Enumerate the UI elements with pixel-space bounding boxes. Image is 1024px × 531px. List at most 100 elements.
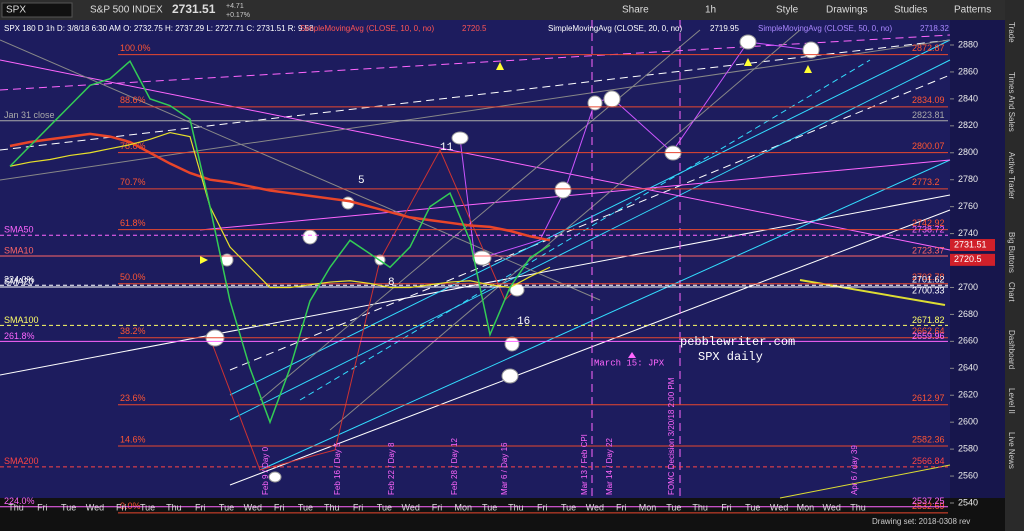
annotation: 11 xyxy=(440,142,454,154)
level-label: SMA20 xyxy=(4,276,34,286)
toolbar-button[interactable]: Style xyxy=(776,5,799,16)
y-tick-label: 2740 xyxy=(958,228,978,238)
level-price: 2738.72 xyxy=(912,225,945,235)
date-marker: Apr 6 / day 39 xyxy=(850,445,859,495)
study-label: SimpleMovingAvg (CLOSE, 10, 0, no) xyxy=(300,24,434,33)
fib-pct: 78.6% xyxy=(120,141,146,151)
price-tag xyxy=(950,239,995,252)
sidebar-tab[interactable]: Chart xyxy=(1007,282,1016,302)
x-tick-label: Fri xyxy=(432,502,443,512)
fib-price: 2612.97 xyxy=(912,393,945,403)
y-tick-label: 2860 xyxy=(958,66,978,76)
date-marker: FOMC Decision 3/20/18 2:00 PM xyxy=(667,377,676,495)
fib-pct: 100.0% xyxy=(120,43,151,53)
price-tag-label: 2731.51 xyxy=(954,239,987,249)
y-tick-label: 2640 xyxy=(958,363,978,373)
level-price: 2723.37 xyxy=(912,245,945,255)
sidebar-tab[interactable]: Trade xyxy=(1007,22,1016,43)
price-line xyxy=(9,59,551,425)
time-axis xyxy=(0,498,1005,531)
fib-pct: 14.6% xyxy=(120,434,146,444)
annotation: March 15: JPX xyxy=(594,358,665,368)
toolbar-button[interactable]: 1h xyxy=(705,5,716,16)
level-label: SMA200 xyxy=(4,456,39,466)
sidebar-tab[interactable]: Dashboard xyxy=(1007,330,1016,369)
x-tick-label: Fri xyxy=(721,502,732,512)
level-label: SMA100 xyxy=(4,315,39,325)
date-marker: Feb 9 / Day 0 xyxy=(261,446,270,495)
y-tick-label: 2580 xyxy=(958,443,978,453)
arrows xyxy=(200,58,812,358)
toolbar-button[interactable]: Studies xyxy=(894,5,927,16)
x-tick-label: Wed xyxy=(823,502,841,512)
y-tick-label: 2600 xyxy=(958,417,978,427)
x-tick-label: Wed xyxy=(402,502,420,512)
y-tick-label: 2840 xyxy=(958,93,978,103)
x-tick-label: Fri xyxy=(537,502,548,512)
y-tick-label: 2560 xyxy=(958,470,978,480)
toolbar-button[interactable]: Share xyxy=(622,5,649,16)
level-price: 2566.84 xyxy=(912,456,945,466)
level-price: 2659.96 xyxy=(912,331,945,341)
sidebar-tab[interactable]: Active Trader xyxy=(1007,152,1016,199)
toolbar-button[interactable]: Patterns xyxy=(954,5,991,16)
symbol[interactable]: SPX xyxy=(6,5,26,16)
fib-pct: 61.8% xyxy=(120,218,146,228)
level-price: 2537.25 xyxy=(912,496,945,506)
y-tick-label: 2780 xyxy=(958,174,978,184)
study-label: SimpleMovingAvg (CLOSE, 50, 0, no) xyxy=(758,24,892,33)
study-label: SimpleMovingAvg (CLOSE, 20, 0, no) xyxy=(548,24,682,33)
annotation: 8 xyxy=(388,277,395,289)
date-marker: Feb 28 / Day 12 xyxy=(450,438,459,495)
sidebar-tab[interactable]: Big Buttons xyxy=(1007,232,1016,273)
sidebar xyxy=(1005,0,1024,531)
sidebar-tab[interactable]: Level II xyxy=(1007,388,1016,414)
x-tick-label: Tue xyxy=(61,502,76,512)
date-marker: Feb 16 / Day 5 xyxy=(333,442,342,495)
y-tick-label: 2620 xyxy=(958,390,978,400)
x-tick-label: Tue xyxy=(298,502,313,512)
x-tick-label: Wed xyxy=(86,502,104,512)
symbol-box[interactable] xyxy=(1,2,73,18)
chart-info: SPX 180 D 1h D: 3/8/18 6:30 AM O: 2732.7… xyxy=(4,24,314,33)
annotation: SPX daily xyxy=(698,350,763,364)
x-tick-label: Tue xyxy=(219,502,234,512)
sidebar-tab[interactable]: Times And Sales xyxy=(1007,72,1016,132)
chart-area xyxy=(0,20,1005,498)
x-tick-label: Tue xyxy=(377,502,392,512)
x-tick-label: Fri xyxy=(37,502,48,512)
x-tick-label: Fri xyxy=(616,502,627,512)
symbol-name: S&P 500 INDEX xyxy=(90,5,163,16)
study-value: 2718.32 xyxy=(920,24,949,33)
level-label: 224.0% xyxy=(4,496,35,506)
fib-pct: 23.6% xyxy=(120,393,146,403)
level-label: Jan 31 close xyxy=(4,110,55,120)
annotation: 5 xyxy=(358,175,365,187)
footer: Drawing set: 2018-0308 rev xyxy=(872,517,970,526)
level-label: 224.0% xyxy=(4,275,35,285)
x-tick-label: Tue xyxy=(561,502,576,512)
sidebar-tab[interactable]: Live News xyxy=(1007,432,1016,469)
level-label: SMA50 xyxy=(4,225,34,235)
y-tick-label: 2760 xyxy=(958,201,978,211)
x-tick-label: Mon xyxy=(797,502,815,512)
y-tick-label: 2680 xyxy=(958,309,978,319)
y-tick-label: 2820 xyxy=(958,120,978,130)
x-tick-label: Tue xyxy=(482,502,497,512)
price-tag-label: 2720.5 xyxy=(954,254,982,264)
x-tick-label: Wed xyxy=(770,502,788,512)
x-tick-label: Wed xyxy=(586,502,604,512)
x-tick-label: Fri xyxy=(195,502,206,512)
toolbar-button[interactable]: Drawings xyxy=(826,5,868,16)
change-pct: +0.17% xyxy=(226,12,250,19)
x-tick-label: Fri xyxy=(353,502,364,512)
x-tick-label: Mon xyxy=(639,502,657,512)
y-tick-label: 2800 xyxy=(958,147,978,157)
moving-average xyxy=(9,131,551,289)
toolbar xyxy=(0,0,1024,20)
x-tick-label: Fri xyxy=(274,502,285,512)
fib-price: 2702.78 xyxy=(912,272,945,282)
y-tick-label: 2540 xyxy=(958,497,978,507)
level-price: 2700.33 xyxy=(912,285,945,295)
